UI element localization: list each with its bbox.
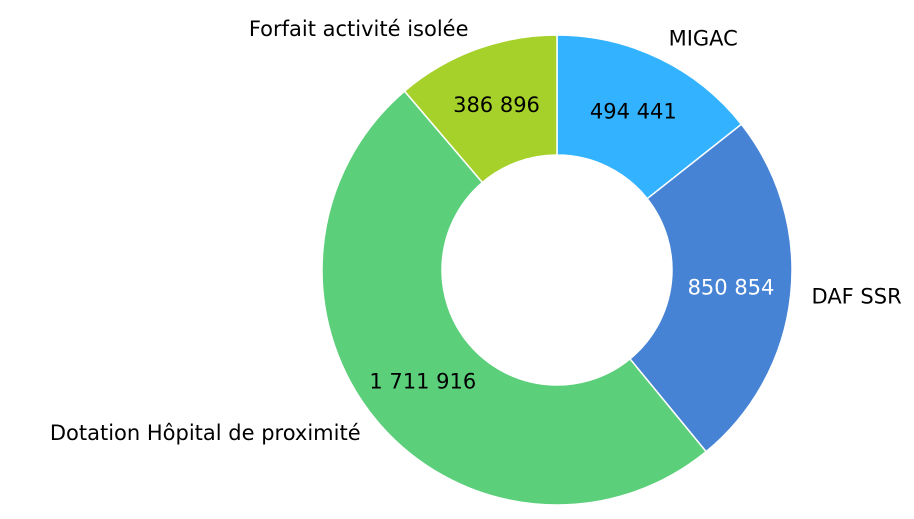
category-label: Dotation Hôpital de proximité (50, 421, 361, 445)
donut-slice (321, 90, 708, 506)
value-label: 1 711 916 (369, 369, 476, 393)
value-label: 850 854 (688, 276, 775, 300)
category-label: Forfait activité isolée (249, 17, 469, 41)
value-label: 494 441 (590, 99, 677, 123)
donut-slice (628, 123, 793, 453)
category-label: MIGAC (669, 27, 738, 51)
value-label: 386 896 (453, 93, 540, 117)
category-label: DAF SSR (812, 284, 902, 308)
donut-slice (556, 34, 743, 200)
donut-slice (403, 34, 558, 184)
